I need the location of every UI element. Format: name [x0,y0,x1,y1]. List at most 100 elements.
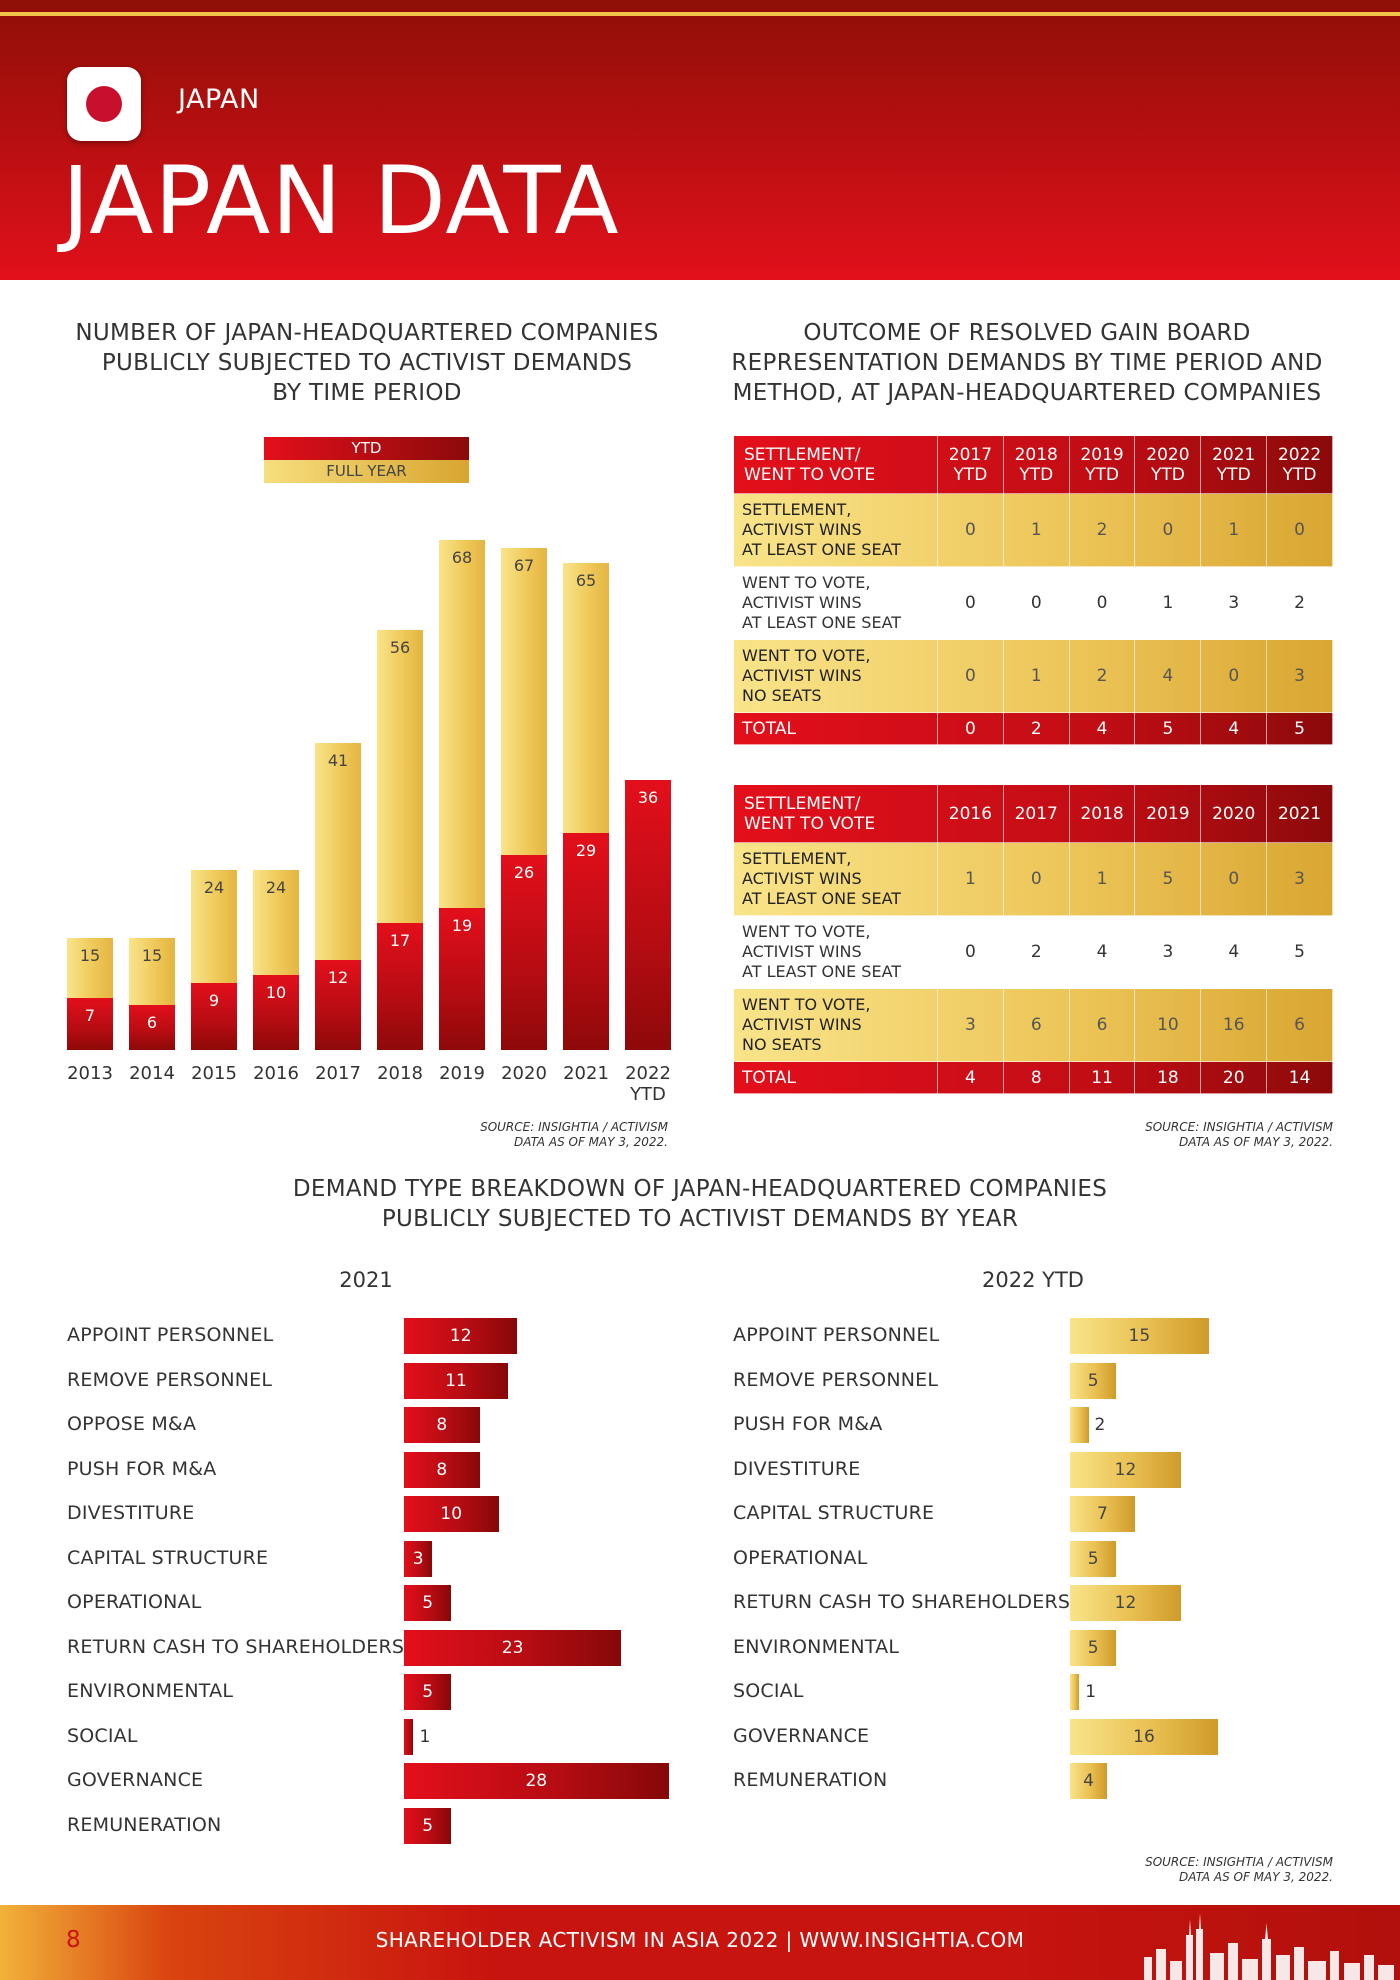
header-line: 2017 [1014,803,1058,824]
demand-bar [1070,1763,1107,1799]
header-line: 2021 [1212,444,1256,465]
demand-category-label: OPERATIONAL [67,1591,202,1613]
demand-chart-title: 2021 [339,1268,393,1292]
bar-label-full-year: 41 [327,750,349,770]
demand-bar [404,1318,518,1354]
demand-title-line: DEMAND TYPE BREAKDOWN OF JAPAN-HEADQUART… [292,1176,1108,1202]
bar-label-ytd: 19 [451,915,473,935]
column-chart-title: NUMBER OF JAPAN-HEADQUARTERED COMPANIES … [62,318,672,408]
demand-bar-value: 12 [1114,1459,1137,1480]
table-row: SETTLEMENT, ACTIVIST WINS AT LEAST ONE SEA… [733,493,1333,567]
column-chart: 15 7 2013 15 6 2014 24 9 2015 24 10 2016 41 12 2017 56 1… [0,0,700,1120]
demand-category-label: OPPOSE M&A [67,1413,197,1435]
header-line: YTD [1150,464,1185,485]
demand-bar-value: 4 [1083,1771,1094,1791]
demand-bar-value: 8 [436,1459,448,1480]
demand-bar [1070,1718,1218,1755]
row-label-line: ACTIVIST WINS [742,869,862,888]
table-cell: 0 [1068,566,1136,640]
demand-bar [404,1451,480,1488]
header-line: WENT TO VOTE [744,813,876,834]
row-label-line: WENT TO VOTE, [742,922,871,941]
table-column-header: 2021 YTD [1200,435,1268,494]
table-cell: 0 [1134,493,1202,567]
row-label-line: SETTLEMENT, [742,849,852,868]
table-total-row: TOTAL 4 8 11 18 20 14 [733,1061,1333,1094]
row-label: TOTAL [733,712,938,745]
x-tick-label-line: 2020 [501,1063,547,1084]
demand-bar-value: 3 [412,1548,424,1569]
row-label-line: AT LEAST ONE SEAT [742,540,902,559]
header-line: 2019 [1080,444,1124,465]
table-cell: 0 [937,493,1004,567]
table-cell: 0 [937,712,1004,745]
demand-bar-value: 7 [1096,1504,1108,1524]
header-line: SETTLEMENT/ [744,793,861,814]
bar-label-full-year: 56 [389,638,411,657]
demand-source: SOURCE: INSIGHTIA / ACTIVISM DATA AS OF … [1045,1855,1333,1885]
table-column-header: 2022 YTD [1266,435,1333,494]
row-label-line: ACTIVIST WINS [742,942,862,961]
row-label-line: WENT TO VOTE, [742,573,871,592]
demand-bar-value: 2 [1094,1415,1106,1435]
demand-category-label: PUSH FOR M&A [733,1413,883,1435]
demand-category-label: REMUNERATION [733,1769,888,1791]
table-column-header: 2017 YTD [937,435,1004,494]
demand-bar-value: 12 [449,1326,472,1346]
city-skyline-icon [1144,1913,1394,1980]
demand-category-label: REMUNERATION [67,1813,222,1836]
table-cell: 4 [1200,915,1268,989]
x-tick-label: 2022 YTD [618,1063,678,1105]
bar-label-full-year: 24 [203,878,225,897]
x-tick-label: 2021 [556,1063,616,1084]
header-line: YTD [1282,464,1317,485]
demand-bar [1070,1540,1117,1577]
bar-label-ytd: 36 [637,788,659,807]
table-cell: 0 [1002,566,1070,640]
bar-label-full-year: 15 [79,945,101,965]
demand-chart-title: 2022 YTD [982,1268,1084,1292]
demand-bar-value: 16 [1133,1726,1155,1747]
bar-ytd [253,975,299,1050]
row-label: WENT TO VOTE, ACTIVIST WINS AT LEAST ONE S… [733,915,938,989]
demand-bar-value: 10 [440,1504,463,1524]
table-cell: 6 [1002,988,1070,1062]
demand-bar [404,1540,433,1577]
row-label: SETTLEMENT, ACTIVIST WINS AT LEAST ONE SEA… [733,493,938,567]
page-footer: 8 SHAREHOLDER ACTIVISM IN ASIA 2022 | WW… [0,1905,1400,1980]
header-line: YTD [1216,464,1251,485]
demand-bar [1070,1585,1181,1621]
table-cell: 4 [1068,712,1136,745]
table-header-label: SETTLEMENT/WENT TO VOTE [733,784,938,843]
source-line: DATA AS OF MAY 3, 2022. [514,1135,668,1149]
table-total-row: TOTAL 0 2 4 5 4 5 [733,712,1333,745]
table-cell: 1 [1200,493,1268,567]
bar-ytd [625,780,671,1050]
table-cell: 5 [1134,842,1202,916]
row-label-line: NO SEATS [742,1035,822,1054]
column-chart-title-line: BY TIME PERIOD [272,380,462,406]
table-cell: 3 [1134,915,1202,989]
demand-bar [1070,1496,1135,1532]
table-cell: 16 [1200,988,1268,1062]
demand-category-label: RETURN CASH TO SHAREHOLDERS [733,1591,1071,1613]
demand-category-label: CAPITAL STRUCTURE [67,1546,269,1569]
column-chart-title-line: PUBLICLY SUBJECTED TO ACTIVIST DEMANDS [101,350,633,376]
header-line: 2021 [1277,803,1322,824]
page-title: JAPAN DATA [62,147,620,256]
bar-ytd [501,855,547,1050]
header-line: 2020 [1146,444,1190,465]
table-cell: 0 [1002,842,1070,916]
header-line: 2022 [1277,444,1322,465]
table-column-header: 2016 [937,784,1004,843]
x-tick-label-line: 2013 [67,1063,113,1084]
x-tick-label: 2013 [60,1063,120,1084]
row-label-line: AT LEAST ONE SEAT [742,613,902,632]
demand-category-label: REMOVE PERSONNEL [67,1368,273,1391]
demand-bar [1070,1674,1080,1710]
table-cell: 4 [1200,712,1268,745]
bar-ytd [191,982,237,1050]
table-cell: 3 [1266,842,1333,916]
country-label: JAPAN [178,84,260,115]
demand-bar-value: 5 [1087,1370,1099,1391]
